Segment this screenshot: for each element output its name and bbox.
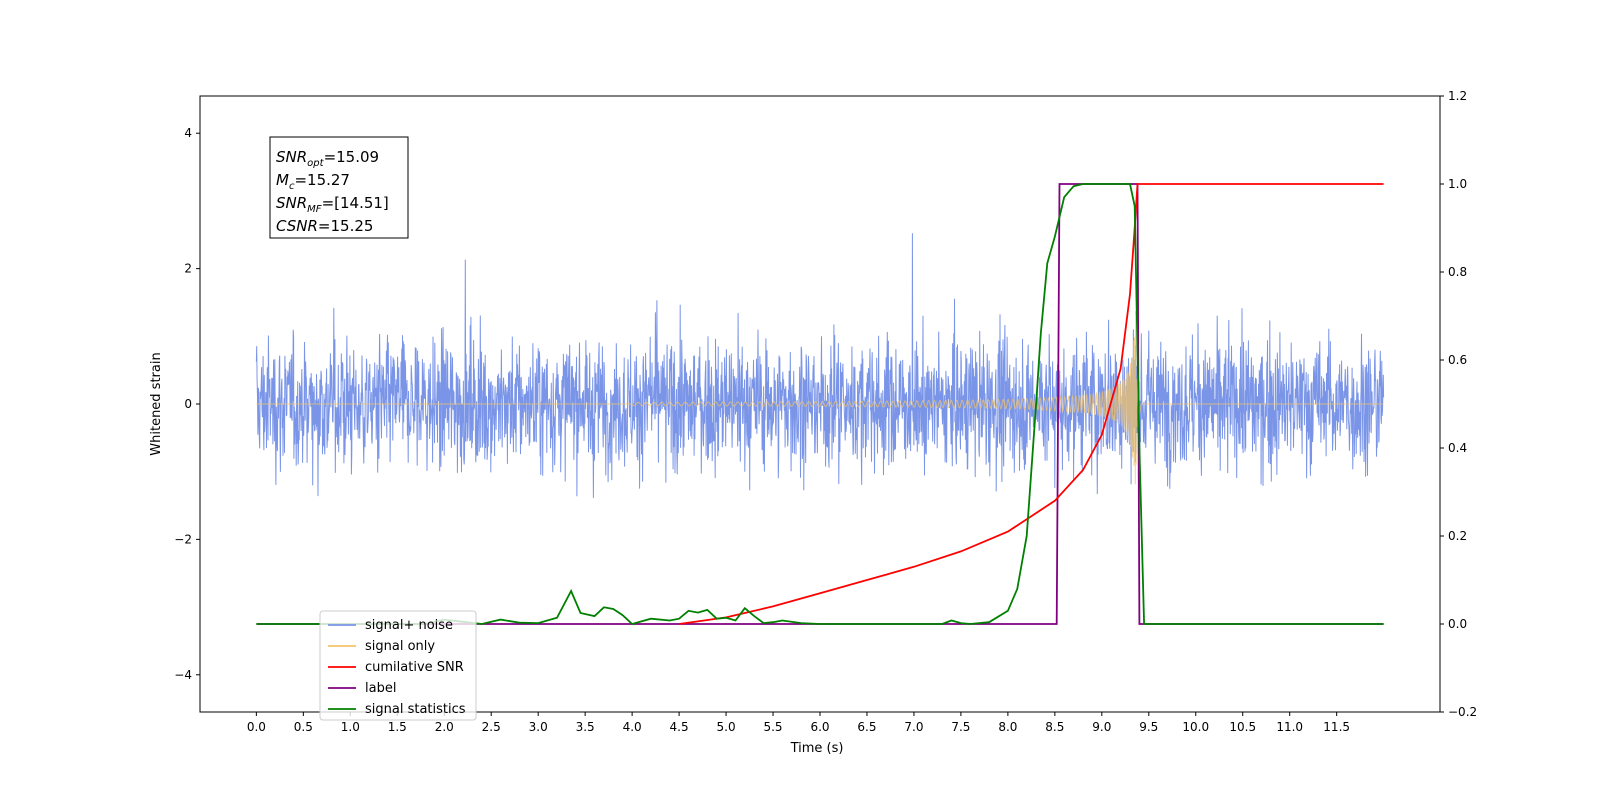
y-right-axis-ticks: −0.2 0.0 0.2 0.4 0.6 0.8 1.0 1.2	[1440, 89, 1477, 719]
legend-frame	[319, 610, 477, 721]
x-tick-label: 0.0	[247, 720, 266, 734]
x-tick-label: 6.0	[810, 720, 829, 734]
legend-label: signal statistics	[365, 702, 466, 717]
signal-statistics-line	[256, 183, 1384, 626]
x-axis-label: Time (s)	[790, 741, 844, 756]
y-left-tick-label: −4	[174, 668, 192, 682]
y-left-tick-label: 0	[184, 397, 192, 411]
legend-label: label	[365, 681, 396, 696]
y-left-tick-label: 4	[184, 126, 192, 140]
x-tick-label: 2.0	[435, 720, 454, 734]
x-tick-label: 9.5	[1139, 720, 1158, 734]
legend-label: cumilative SNR	[365, 660, 464, 675]
signal-only-line	[256, 311, 1384, 485]
legend-label: signal+ noise	[365, 618, 453, 633]
x-tick-label: 7.0	[904, 720, 923, 734]
y-right-tick-label: 0.8	[1448, 265, 1467, 279]
annotation-frame	[269, 136, 409, 239]
annotation-line: CSNR=15.25	[276, 217, 373, 235]
x-tick-label: 7.5	[951, 720, 970, 734]
x-tick-label: 10.5	[1229, 720, 1256, 734]
y-right-tick-label: 1.0	[1448, 177, 1467, 191]
x-tick-label: 4.5	[670, 720, 689, 734]
x-tick-label: 6.5	[857, 720, 876, 734]
x-tick-label: 11.5	[1323, 720, 1350, 734]
x-tick-label: 8.5	[1045, 720, 1064, 734]
x-tick-label: 5.5	[763, 720, 782, 734]
x-tick-label: 3.5	[576, 720, 595, 734]
y-right-tick-label: −0.2	[1448, 705, 1477, 719]
x-tick-label: 0.5	[294, 720, 313, 734]
y-right-tick-label: 0.4	[1448, 441, 1467, 455]
x-axis-ticks: 0.0 0.5 1.0 1.5 2.0 2.5 3.0 3.5 4.0 4.5 5.0 5.5 6.0 6…	[247, 712, 1350, 734]
annotation-line: Mc=15.27	[276, 171, 350, 192]
x-tick-label: 9.0	[1092, 720, 1111, 734]
x-tick-label: 8.0	[998, 720, 1017, 734]
signal-noise-line	[255, 233, 1385, 520]
annotation-line: SNRMF=[14.51]	[276, 194, 389, 215]
x-tick-label: 1.0	[341, 720, 360, 734]
x-tick-label: 10.0	[1182, 720, 1209, 734]
x-tick-label: 1.5	[388, 720, 407, 734]
x-tick-label: 2.5	[482, 720, 501, 734]
x-tick-label: 3.0	[529, 720, 548, 734]
y-left-tick-label: −2	[174, 532, 192, 546]
x-tick-label: 4.0	[623, 720, 642, 734]
cumilative-snr-line	[678, 183, 1384, 625]
legend: signal+ noise signal only cumilative SNR la…	[319, 610, 477, 721]
series-signal-only	[256, 311, 1384, 485]
y-right-tick-label: 0.2	[1448, 529, 1467, 543]
annotation-line: SNRopt=15.09	[276, 148, 379, 169]
legend-label: signal only	[365, 639, 435, 654]
y-left-axis-ticks: −4 −2 0 2 4	[174, 126, 200, 682]
x-tick-label: 5.0	[717, 720, 736, 734]
y-axis-label: Whitened strain	[149, 352, 164, 455]
y-right-tick-label: 0.6	[1448, 353, 1467, 367]
y-right-tick-label: 0.0	[1448, 617, 1467, 631]
series-signal-noise	[255, 233, 1385, 520]
y-left-tick-label: 2	[184, 262, 192, 276]
x-tick-label: 11.0	[1276, 720, 1303, 734]
y-right-tick-label: 1.2	[1448, 89, 1467, 103]
series-right-axis	[256, 183, 1384, 626]
